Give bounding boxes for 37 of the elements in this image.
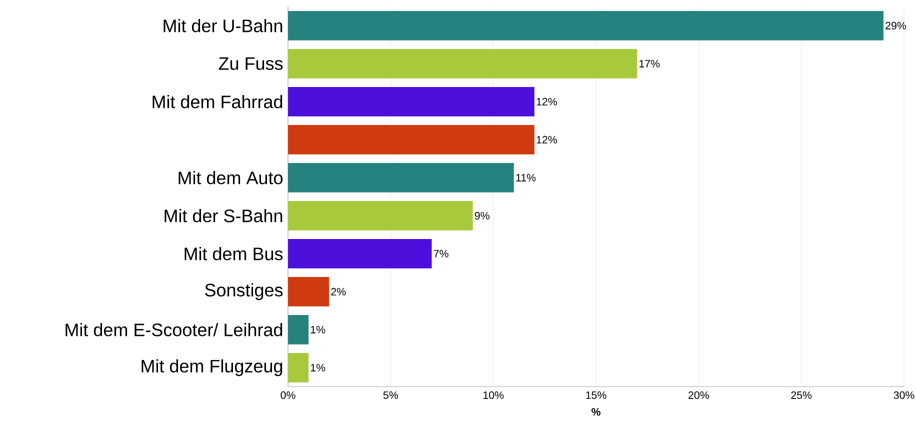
- x-tick-label: 10%: [483, 391, 504, 399]
- x-tick-label: 15%: [586, 391, 606, 399]
- bar: [288, 315, 309, 344]
- bar: [288, 277, 330, 306]
- y-tick-label: Sonstiges: [205, 283, 283, 300]
- bar: [288, 239, 432, 268]
- bar: [288, 163, 514, 192]
- x-tick-label: 0%: [280, 391, 296, 399]
- data-label: 1%: [310, 364, 326, 372]
- y-tick-label: Mit der S-Bahn: [164, 209, 282, 222]
- data-label: 12%: [536, 98, 557, 106]
- bar: [288, 353, 309, 382]
- x-tick-label: 5%: [383, 391, 398, 399]
- data-label: 12%: [536, 136, 557, 144]
- data-label: 2%: [331, 288, 346, 296]
- data-label: 11%: [516, 174, 536, 182]
- y-tick-label: Mit dem Flugzeug: [142, 359, 282, 376]
- bar: [288, 87, 534, 116]
- data-label: 9%: [474, 212, 490, 220]
- y-tick-label: Zu Fuss: [218, 57, 283, 70]
- y-tick-label: Mit dem E-Scooter/ Leihrad: [66, 323, 282, 336]
- y-tick-label: Mit dem Fahrrad: [152, 95, 282, 108]
- data-label: 7%: [434, 250, 448, 258]
- x-tick-label: 25%: [791, 391, 812, 399]
- bar: [288, 201, 473, 230]
- bar: [288, 49, 638, 78]
- y-tick-label: Mit dem Bus: [184, 247, 283, 260]
- x-tick-label: 30%: [894, 391, 914, 399]
- bar: [288, 11, 884, 40]
- data-label: 1%: [310, 326, 326, 334]
- x-tick-label: 20%: [688, 391, 709, 399]
- data-label: 29%: [886, 22, 906, 30]
- y-tick-label: Mit dem Auto: [178, 171, 283, 184]
- y-tick-label: Mit der U-Bahn: [164, 19, 282, 32]
- bar: [288, 125, 534, 154]
- data-label: 17%: [639, 60, 660, 68]
- x-axis-title: %: [592, 408, 600, 416]
